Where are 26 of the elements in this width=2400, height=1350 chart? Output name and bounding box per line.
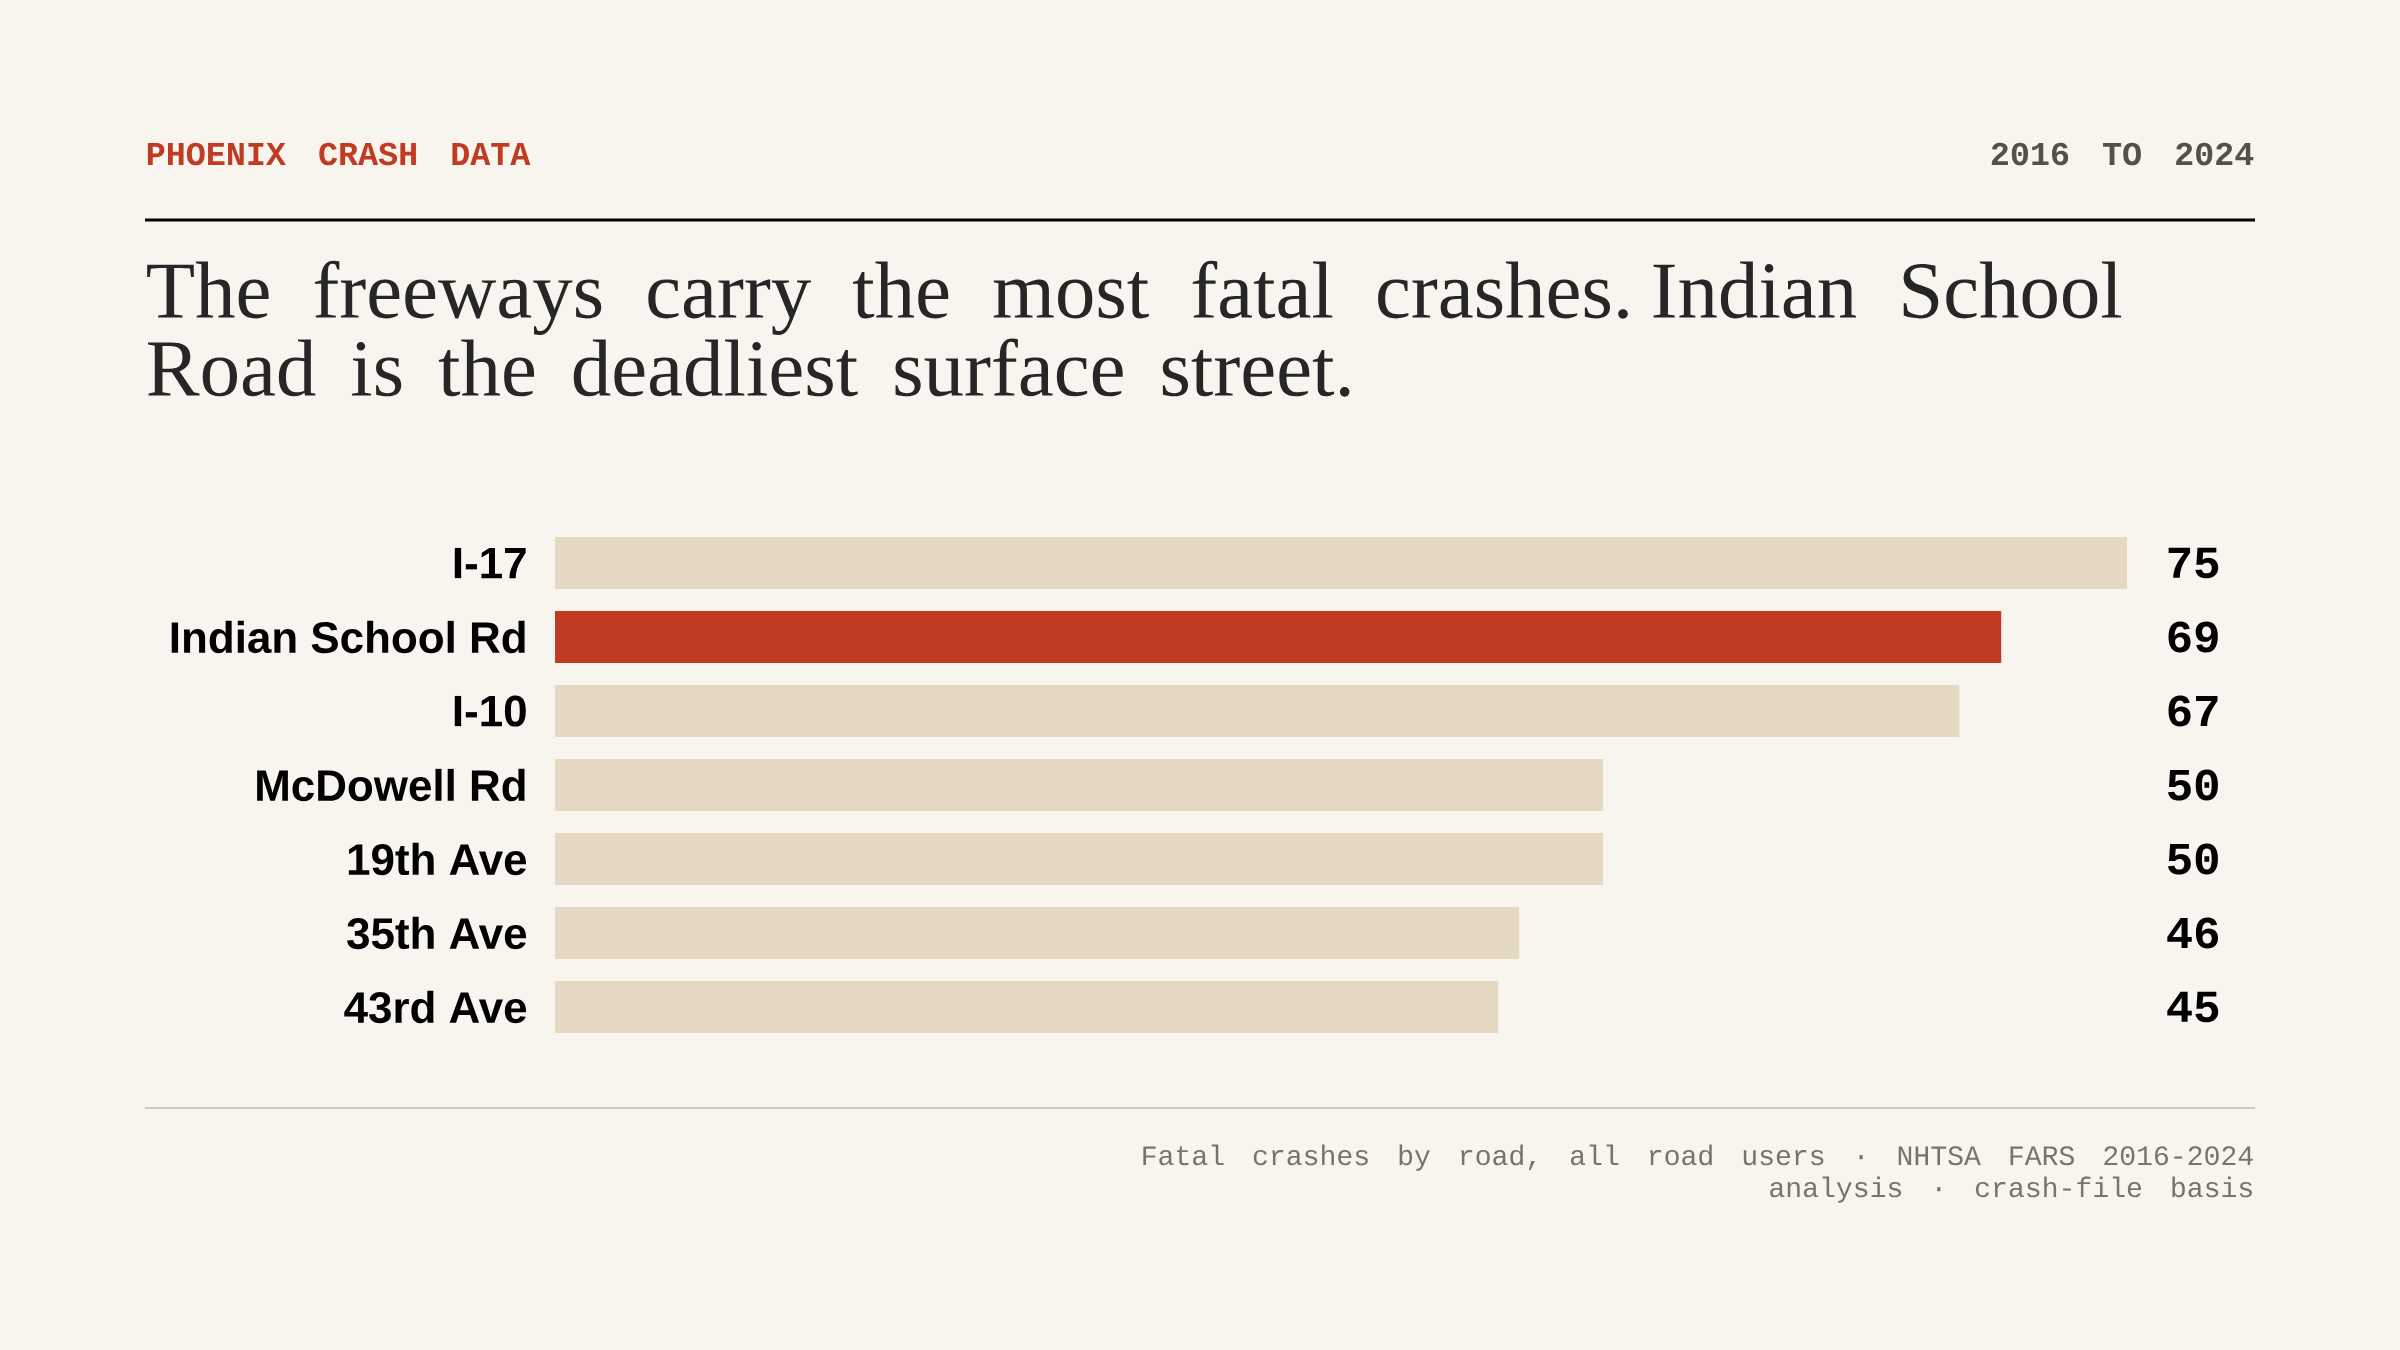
bar: [555, 833, 1603, 886]
bar: [555, 907, 1520, 960]
data-label: 45: [2167, 991, 2219, 1023]
y-tick-label: 35th Ave: [347, 916, 527, 950]
bar: [555, 611, 2002, 664]
data-label: 46: [2167, 917, 2218, 949]
y-tick-label: 43rd Ave: [344, 990, 527, 1024]
data-label: 50: [2168, 769, 2218, 801]
data-label: 69: [2168, 621, 2218, 653]
text: analysis · crash-file basis: [1770, 1176, 2252, 1203]
bar: [555, 537, 2127, 590]
text: 2016 TO 2024: [1991, 142, 2254, 166]
bar: [555, 685, 1960, 738]
data-label: 75: [2168, 547, 2219, 579]
y-tick-label: McDowell Rd: [257, 768, 525, 802]
y-tick-label: I-10: [454, 695, 526, 727]
y-tick-label: Indian School Rd: [171, 620, 525, 654]
text: PHOENIX CRASH DATA: [147, 142, 531, 166]
y-tick-label: 19th Ave: [348, 842, 527, 876]
text: Fatal crashes by road, all road users · NHTSA FARS 2016-2024: [1143, 1144, 2253, 1171]
chart-title: The freeways carry the most fatal crashes. Indian School Road is the deadliest surface street.: [147, 260, 2122, 397]
y-tick-label: I-17: [454, 547, 526, 579]
data-label: 50: [2168, 843, 2218, 875]
bar: [555, 981, 1499, 1034]
bar: [555, 759, 1603, 812]
data-label: 67: [2168, 695, 2218, 727]
